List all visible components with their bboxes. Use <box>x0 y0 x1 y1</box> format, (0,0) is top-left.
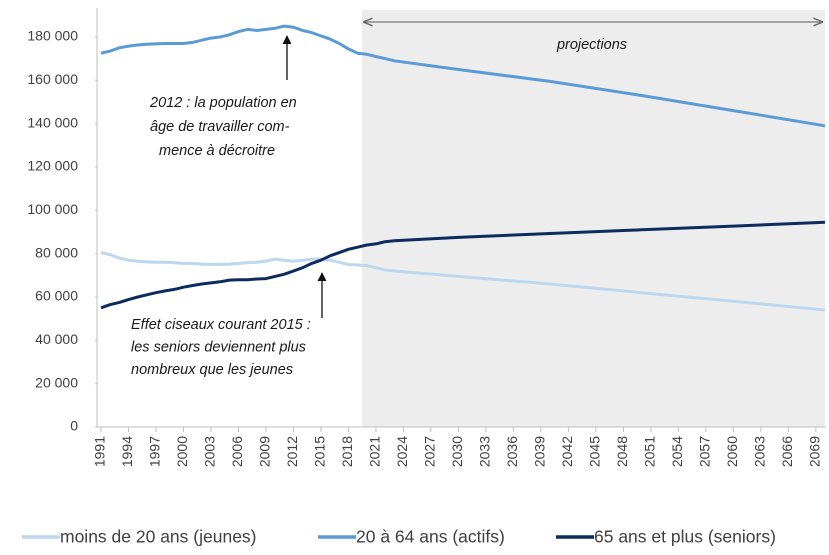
annotation: Effet ciseaux courant 2015 : <box>131 317 311 333</box>
x-tick-label: 2012 <box>284 436 300 467</box>
x-tick-label: 2018 <box>339 436 355 467</box>
x-tick-label: 2063 <box>752 436 768 467</box>
x-tick-label: 2009 <box>257 436 273 467</box>
annotation: 2012 : la population en <box>149 95 297 111</box>
legend-label: 65 ans et plus (seniors) <box>594 527 776 547</box>
y-tick-label: 20 000 <box>35 374 78 390</box>
annotation: projections <box>556 37 627 53</box>
x-tick-label: 2048 <box>614 436 630 467</box>
x-tick-label: 1994 <box>119 436 135 467</box>
y-tick-label: 120 000 <box>27 158 78 174</box>
annotation: âge de travailler com- <box>150 119 290 135</box>
series-line <box>100 251 826 312</box>
x-tick-label: 2060 <box>724 436 740 467</box>
x-tick-label: 1991 <box>92 436 108 467</box>
y-tick-label: 180 000 <box>27 28 78 44</box>
y-tick-label: 60 000 <box>35 288 78 304</box>
x-tick-label: 2066 <box>779 436 795 467</box>
x-tick-label: 2024 <box>394 436 410 467</box>
y-tick-label: 0 <box>70 418 78 434</box>
legend-label: moins de 20 ans (jeunes) <box>60 527 257 547</box>
x-tick-label: 2021 <box>367 436 383 467</box>
x-tick-label: 2057 <box>697 436 713 467</box>
x-tick-label: 2045 <box>587 436 603 467</box>
x-tick-label: 2006 <box>229 436 245 467</box>
x-tick-label: 1997 <box>147 436 163 467</box>
x-tick-label: 2015 <box>312 436 328 467</box>
annotation: mence à décroitre <box>159 143 275 159</box>
x-tick-label: 2069 <box>807 436 823 467</box>
annotation: les seniors deviennent plus <box>131 339 306 355</box>
series-line <box>100 24 826 128</box>
x-tick-label: 2027 <box>422 436 438 467</box>
series-line <box>100 220 826 310</box>
x-tick-label: 2033 <box>477 436 493 467</box>
x-tick-label: 2054 <box>669 436 685 467</box>
x-tick-label: 2036 <box>504 436 520 467</box>
x-tick-label: 2000 <box>174 436 190 467</box>
x-tick-label: 2039 <box>532 436 548 467</box>
y-tick-label: 80 000 <box>35 244 78 260</box>
y-tick-label: 160 000 <box>27 71 78 87</box>
x-tick-label: 2042 <box>559 436 575 467</box>
y-tick-label: 100 000 <box>27 201 78 217</box>
y-tick-label: 40 000 <box>35 331 78 347</box>
y-tick-label: 140 000 <box>27 114 78 130</box>
legend-label: 20 à 64 ans (actifs) <box>356 527 505 547</box>
x-tick-label: 2051 <box>642 436 658 467</box>
x-tick-label: 2030 <box>449 436 465 467</box>
annotation: nombreux que les jeunes <box>131 362 293 378</box>
projection-zone <box>362 10 825 427</box>
x-tick-label: 2003 <box>202 436 218 467</box>
